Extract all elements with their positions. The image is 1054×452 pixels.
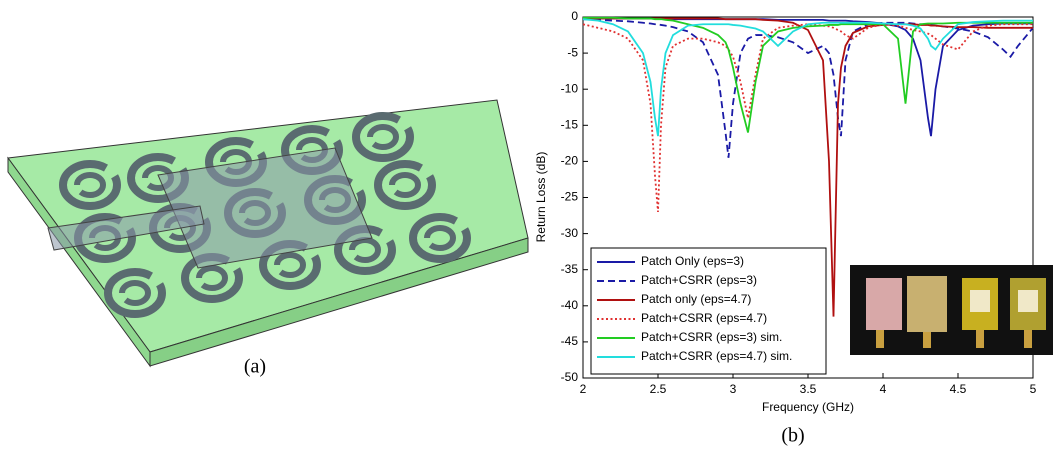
y-tick-label: -15 bbox=[561, 117, 579, 131]
legend-label: Patch+CSRR (eps=4.7) bbox=[641, 311, 767, 325]
y-tick-label: -45 bbox=[561, 334, 579, 348]
csrr-antenna-drawing bbox=[7, 99, 529, 368]
feed-line bbox=[47, 205, 205, 251]
inner-ring bbox=[119, 280, 151, 306]
inner-ring bbox=[349, 237, 381, 263]
y-tick-label: -20 bbox=[561, 154, 579, 168]
x-tick-label: 4 bbox=[880, 382, 887, 396]
series-line bbox=[582, 18, 1033, 137]
inner-ring bbox=[74, 172, 106, 198]
x-tick-label: 2.5 bbox=[650, 382, 667, 396]
photo-board bbox=[907, 276, 947, 332]
y-tick-label: -10 bbox=[561, 81, 579, 95]
inner-ring bbox=[389, 172, 421, 198]
y-tick-label: -50 bbox=[561, 370, 579, 384]
x-tick-label: 3.5 bbox=[800, 382, 817, 396]
photo-connector bbox=[923, 332, 931, 348]
photo-connector bbox=[876, 330, 884, 348]
photo-patch bbox=[970, 290, 990, 312]
legend-box bbox=[590, 247, 827, 375]
inner-ring bbox=[274, 252, 306, 278]
y-tick-label: -5 bbox=[567, 45, 578, 59]
patch bbox=[157, 147, 373, 269]
x-tick-label: 5 bbox=[1030, 382, 1037, 396]
caption-a: (a) bbox=[244, 356, 266, 378]
outer-ring bbox=[59, 160, 121, 210]
legend-label: Patch Only (eps=3) bbox=[641, 254, 744, 268]
legend-label: Patch+CSRR (eps=3) sim. bbox=[641, 330, 782, 344]
y-tick-label: 0 bbox=[571, 9, 578, 23]
caption-b: (b) bbox=[781, 425, 804, 447]
antenna-photo-inset bbox=[850, 265, 1053, 355]
outer-ring bbox=[352, 112, 414, 162]
y-tick-label: -25 bbox=[561, 190, 579, 204]
photo-patch bbox=[1018, 290, 1038, 312]
y-tick-label: -40 bbox=[561, 298, 579, 312]
y-tick-label: -30 bbox=[561, 226, 579, 240]
x-tick-label: 3 bbox=[730, 382, 737, 396]
legend-label: Patch+CSRR (eps=3) bbox=[641, 273, 757, 287]
x-tick-label: 4.5 bbox=[950, 382, 967, 396]
outer-ring bbox=[409, 213, 471, 263]
inner-ring bbox=[424, 225, 456, 251]
y-axis-label: Return Loss (dB) bbox=[534, 152, 548, 243]
photo-connector bbox=[976, 330, 984, 348]
legend-label: Patch+CSRR (eps=4.7) sim. bbox=[641, 349, 792, 363]
plot: 2 2.5 3 3.5 4 4.5 5 0 -5 -10 -15 -20 -25 -30 -35 -40 -45… bbox=[561, 9, 1037, 396]
series-line bbox=[582, 23, 1033, 213]
x-axis-label: Frequency (GHz) bbox=[762, 400, 854, 414]
legend: Patch Only (eps=3) Patch+CSRR (eps=3) Patc… bbox=[590, 247, 827, 375]
legend-label: Patch only (eps=4.7) bbox=[641, 292, 751, 306]
series-line bbox=[583, 16, 1033, 133]
outer-ring bbox=[374, 160, 436, 210]
outer-ring bbox=[104, 268, 166, 318]
inner-ring bbox=[196, 265, 228, 291]
substrate-front bbox=[149, 237, 529, 367]
inner-ring bbox=[367, 124, 399, 150]
photo-board bbox=[866, 278, 902, 330]
x-tick-label: 2 bbox=[580, 382, 587, 396]
photo-connector bbox=[1024, 330, 1032, 348]
y-tick-label: -35 bbox=[561, 262, 579, 276]
series-line bbox=[583, 17, 1033, 137]
